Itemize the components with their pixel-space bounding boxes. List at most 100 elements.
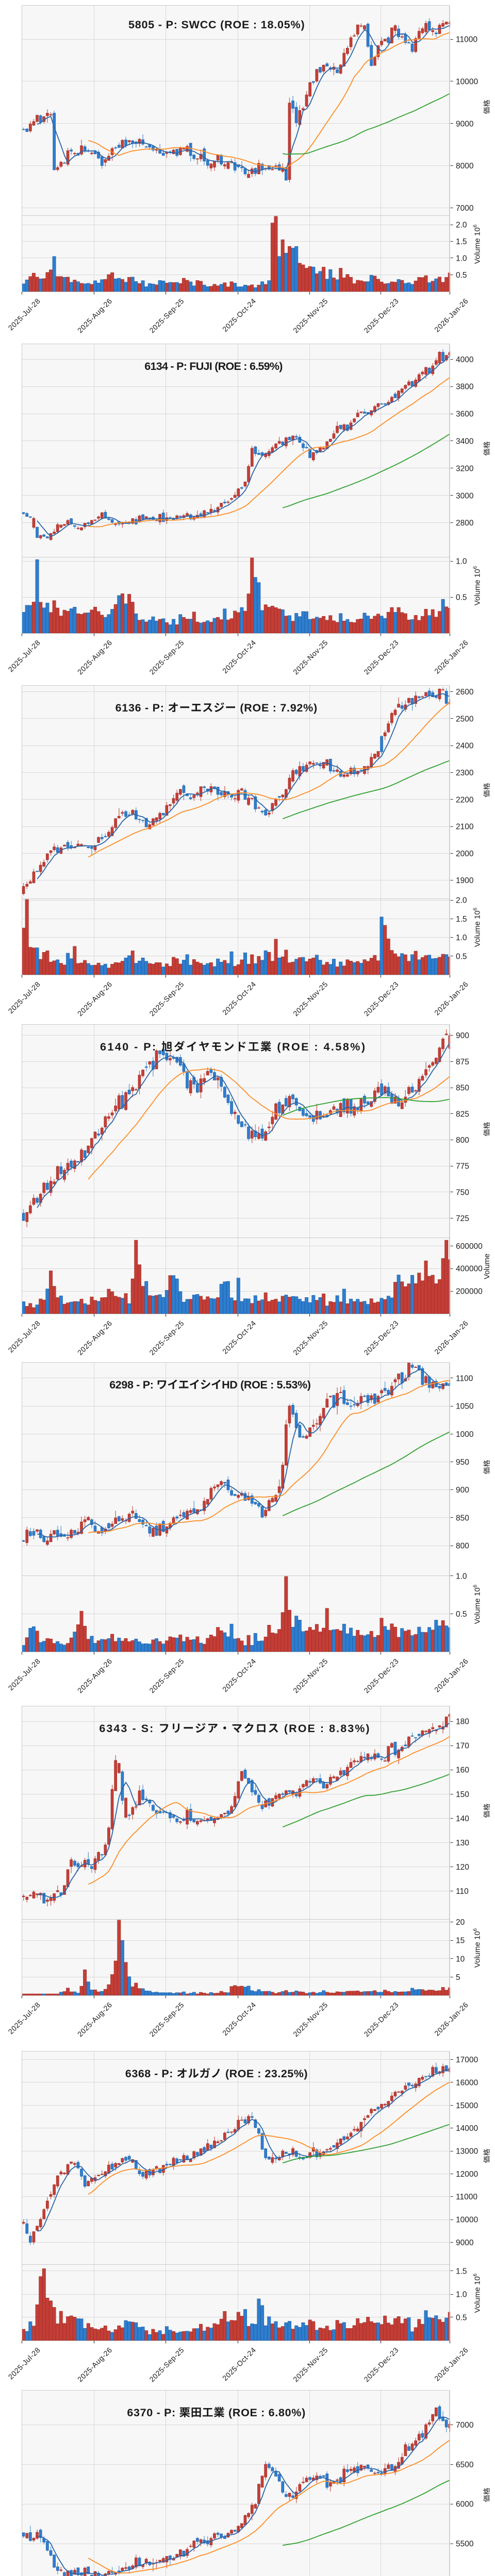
svg-text:725: 725 [456, 1214, 469, 1223]
svg-text:2025-Oct-24: 2025-Oct-24 [221, 980, 258, 1017]
svg-text:110: 110 [456, 1887, 469, 1896]
svg-text:2025-Oct-24: 2025-Oct-24 [221, 1319, 258, 1356]
svg-text:160: 160 [456, 1766, 469, 1775]
svg-text:9000: 9000 [456, 120, 474, 128]
svg-text:2025-Dec-23: 2025-Dec-23 [362, 639, 401, 677]
svg-text:2025-Aug-26: 2025-Aug-26 [76, 1657, 114, 1696]
svg-text:400000: 400000 [456, 1265, 483, 1274]
svg-text:2025-Sep-25: 2025-Sep-25 [148, 1319, 186, 1358]
svg-text:7000: 7000 [456, 2421, 474, 2430]
svg-text:10000: 10000 [456, 2216, 478, 2225]
svg-text:2025-Jul-28: 2025-Jul-28 [7, 2346, 42, 2382]
svg-text:1.0: 1.0 [456, 2291, 467, 2299]
svg-text:2.0: 2.0 [456, 221, 467, 230]
svg-text:6134 - P: FUJI (ROE : 6.59%): 6134 - P: FUJI (ROE : 6.59%) [144, 360, 283, 372]
svg-text:1000: 1000 [456, 1430, 474, 1439]
svg-text:2026-Jan-26: 2026-Jan-26 [433, 980, 470, 1018]
svg-text:Volume 106: Volume 106 [473, 1928, 482, 1968]
svg-text:2026-Jan-26: 2026-Jan-26 [433, 1657, 470, 1694]
svg-text:2025-Nov-25: 2025-Nov-25 [292, 980, 330, 1019]
svg-text:1.0: 1.0 [456, 1572, 467, 1581]
svg-text:11000: 11000 [456, 2193, 477, 2201]
svg-text:13000: 13000 [456, 2147, 478, 2156]
svg-text:2026-Jan-26: 2026-Jan-26 [433, 2001, 470, 2038]
svg-text:2100: 2100 [456, 823, 474, 832]
svg-text:6140 - P:: 6140 - P: [100, 1041, 161, 1053]
svg-text:10: 10 [456, 1955, 465, 1963]
svg-text:10000: 10000 [456, 77, 478, 86]
svg-text:2000: 2000 [456, 850, 474, 858]
svg-text:750: 750 [456, 1188, 469, 1197]
svg-text:2025-Oct-24: 2025-Oct-24 [221, 1657, 258, 1694]
svg-text:2025-Jul-28: 2025-Jul-28 [7, 1319, 42, 1355]
svg-text:(ROE : 7.92%): (ROE : 7.92%) [237, 702, 318, 714]
svg-text:200000: 200000 [456, 1287, 483, 1296]
svg-text:3000: 3000 [456, 492, 474, 500]
svg-text:0.5: 0.5 [456, 2314, 467, 2323]
svg-text:5805 - P: SWCC (ROE : 18.05%): 5805 - P: SWCC (ROE : 18.05%) [128, 19, 305, 31]
svg-text:800: 800 [456, 1542, 469, 1551]
svg-text:Volume 106: Volume 106 [473, 566, 482, 605]
svg-text:3200: 3200 [456, 464, 474, 473]
svg-text:2025-Dec-23: 2025-Dec-23 [362, 297, 401, 335]
svg-text:2026-Jan-26: 2026-Jan-26 [433, 639, 470, 676]
svg-text:3600: 3600 [456, 410, 474, 419]
svg-text:2025-Oct-24: 2025-Oct-24 [221, 297, 258, 334]
svg-text:1.5: 1.5 [456, 2267, 467, 2276]
svg-text:2026-Jan-26: 2026-Jan-26 [433, 1319, 470, 1357]
svg-text:(ROE : 8.83%): (ROE : 8.83%) [280, 1722, 371, 1735]
svg-text:2025-Sep-25: 2025-Sep-25 [148, 1657, 186, 1696]
svg-text:2025-Jul-28: 2025-Jul-28 [7, 1657, 42, 1693]
svg-text:2025-Aug-26: 2025-Aug-26 [76, 2346, 114, 2384]
svg-text:2400: 2400 [456, 742, 474, 751]
svg-text:2025-Sep-25: 2025-Sep-25 [148, 980, 186, 1019]
svg-text:2600: 2600 [456, 688, 474, 697]
svg-text:2025-Nov-25: 2025-Nov-25 [292, 639, 330, 677]
svg-text:6343 - S:: 6343 - S: [99, 1722, 158, 1735]
svg-text:170: 170 [456, 1742, 469, 1751]
svg-text:1050: 1050 [456, 1402, 474, 1411]
svg-text:2025-Dec-23: 2025-Dec-23 [362, 1319, 401, 1358]
svg-text:0.5: 0.5 [456, 594, 467, 602]
svg-text:800: 800 [456, 1136, 469, 1145]
svg-text:17000: 17000 [456, 2056, 478, 2064]
svg-text:2025-Dec-23: 2025-Dec-23 [362, 1657, 401, 1696]
svg-text:2025-Sep-25: 2025-Sep-25 [148, 297, 186, 335]
svg-text:6370 - P:: 6370 - P: [127, 2406, 179, 2419]
svg-text:2025-Sep-25: 2025-Sep-25 [148, 2001, 186, 2039]
svg-text:11000: 11000 [456, 36, 477, 44]
svg-text:0.5: 0.5 [456, 1610, 467, 1619]
svg-text:1.5: 1.5 [456, 238, 467, 246]
svg-text:2025-Jul-28: 2025-Jul-28 [7, 639, 42, 674]
svg-text:2025-Nov-25: 2025-Nov-25 [292, 297, 330, 335]
svg-text:6500: 6500 [456, 2461, 474, 2469]
svg-text:2025-Sep-25: 2025-Sep-25 [148, 2346, 186, 2384]
svg-text:3800: 3800 [456, 383, 474, 392]
svg-text:Volume 106: Volume 106 [473, 1584, 482, 1624]
svg-text:2025-Nov-25: 2025-Nov-25 [292, 2001, 330, 2039]
svg-text:6368 - P:: 6368 - P: [125, 2067, 177, 2080]
svg-text:9000: 9000 [456, 2239, 474, 2247]
svg-text:Volume: Volume [483, 1253, 491, 1279]
svg-text:2800: 2800 [456, 519, 474, 528]
svg-text:1900: 1900 [456, 876, 474, 885]
svg-text:15: 15 [456, 1937, 465, 1945]
svg-text:2025-Aug-26: 2025-Aug-26 [76, 980, 114, 1019]
svg-text:2026-Jan-26: 2026-Jan-26 [433, 297, 470, 334]
svg-text:5500: 5500 [456, 2540, 474, 2549]
svg-text:950: 950 [456, 1458, 469, 1467]
svg-text:150: 150 [456, 1790, 469, 1799]
svg-text:20: 20 [456, 1918, 465, 1927]
svg-text:Volume 106: Volume 106 [473, 224, 482, 264]
svg-text:1.0: 1.0 [456, 557, 467, 566]
svg-text:2025-Nov-25: 2025-Nov-25 [292, 1319, 330, 1358]
svg-text:2500: 2500 [456, 715, 474, 723]
svg-text:2200: 2200 [456, 795, 474, 804]
svg-text:8000: 8000 [456, 162, 474, 171]
svg-text:2025-Dec-23: 2025-Dec-23 [362, 980, 401, 1019]
svg-text:2025-Oct-24: 2025-Oct-24 [221, 2346, 258, 2383]
svg-text:600000: 600000 [456, 1242, 483, 1251]
svg-text:2025-Aug-26: 2025-Aug-26 [76, 1319, 114, 1358]
svg-text:0.5: 0.5 [456, 271, 467, 280]
svg-text:875: 875 [456, 1058, 469, 1066]
